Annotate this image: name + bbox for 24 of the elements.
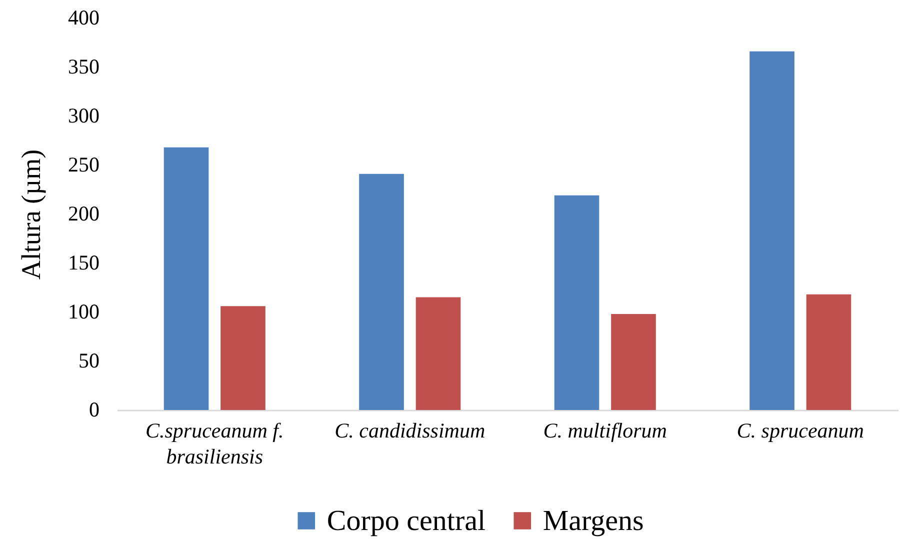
bar <box>220 306 266 410</box>
x-tick-label: C. multiflorum <box>543 418 667 442</box>
legend-label: Margens <box>542 504 644 537</box>
y-axis-title: Altura (µm) <box>16 149 46 280</box>
bar <box>554 195 600 410</box>
x-tick-label: C. candidissimum <box>334 418 486 442</box>
y-tick-label: 400 <box>68 6 100 30</box>
legend-label: Corpo central <box>326 504 486 537</box>
y-tick-label: 100 <box>68 300 100 324</box>
bar <box>750 51 794 410</box>
y-tick-label: 200 <box>68 202 100 226</box>
y-tick-label: 350 <box>68 54 100 78</box>
bar <box>806 294 852 410</box>
y-tick-label: 0 <box>89 398 100 422</box>
y-tick-label: 150 <box>68 250 100 274</box>
bar <box>164 147 209 410</box>
y-tick-label: 250 <box>68 152 100 176</box>
bar <box>611 314 656 410</box>
bar <box>416 297 461 410</box>
x-tick-label: C.spruceanum f. brasiliensis <box>146 418 284 468</box>
y-tick-label: 50 <box>78 348 100 372</box>
y-tick-label: 300 <box>68 104 100 128</box>
x-tick-label: C. spruceanum <box>736 418 864 442</box>
bar <box>359 174 404 410</box>
